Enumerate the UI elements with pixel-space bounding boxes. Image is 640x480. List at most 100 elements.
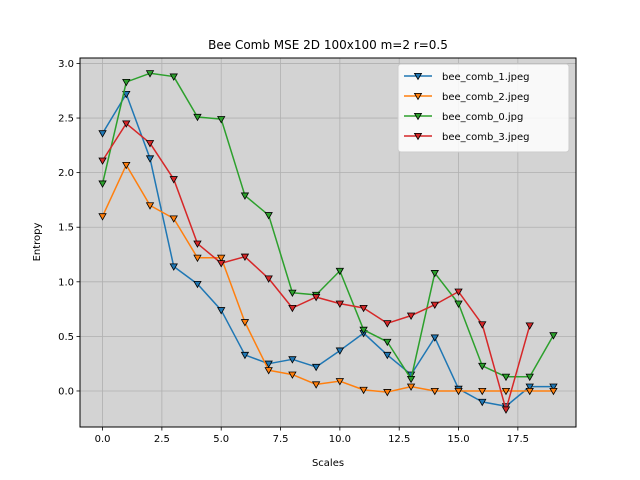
data-point [145,155,155,163]
data-point [549,332,558,340]
data-point [240,253,250,261]
data-point [98,180,107,188]
x-axis-label: Scales [312,458,344,469]
legend-item: bee_comb_2.jpeg [404,92,530,103]
x-tick-label: 10.0 [329,434,351,445]
data-point [98,157,107,165]
data-point [169,73,178,81]
data-point [217,307,226,315]
data-point [169,176,178,184]
y-tick-label: 1.0 [58,277,74,288]
x-tick-label: 0.0 [95,434,111,445]
data-point [193,254,202,263]
legend-marker [413,92,423,101]
x-tick-label: 5.0 [213,434,229,445]
legend-box [397,63,570,153]
data-point [145,202,155,210]
data-point [288,304,297,313]
data-point [383,351,392,360]
data-point [122,91,131,99]
data-point [145,140,155,148]
data-point [406,383,416,391]
data-point [335,378,345,386]
data-point [335,267,345,276]
data-point [454,387,463,396]
series-line [101,164,554,393]
data-point [288,356,297,364]
series-group [98,70,558,414]
data-point [122,120,131,128]
data-point [501,406,511,414]
data-point [145,70,155,78]
data-point [98,213,107,221]
series-line [101,72,555,380]
y-tick-label: 3.0 [58,59,74,70]
legend-item: bee_comb_0.jpg [404,112,523,123]
data-point [264,367,273,375]
data-point [288,371,297,379]
data-point [122,161,131,170]
data-point [193,240,202,248]
x-tick-label: 15.0 [447,434,469,445]
data-point [454,300,463,308]
data-point [501,387,511,396]
data-point [478,387,487,396]
data-point [406,375,416,384]
data-point [335,347,345,355]
series-line [101,93,554,408]
y-tick-label: 2.5 [58,114,74,125]
data-point [359,326,368,335]
data-point [430,334,439,342]
x-axis: 0.0 2.5 5.0 7.5 10.0 12.5 15.0 17.5 [95,427,529,445]
legend-item: bee_comb_1.jpeg [404,72,530,83]
data-point [383,338,392,347]
series-4 [98,120,534,414]
data-point [478,321,487,329]
data-point [383,389,392,397]
data-point [169,215,178,223]
data-point [240,192,250,200]
y-tick-label: 1.5 [58,223,74,234]
data-point [122,78,131,87]
data-point [478,398,487,407]
data-point [430,387,439,396]
data-point [335,300,345,308]
legend-marker [413,72,423,81]
legend-label: bee_comb_3.jpeg [442,132,530,143]
legend-label: bee_comb_2.jpeg [442,92,530,103]
data-point [98,130,107,138]
x-tick-label: 17.5 [507,434,529,445]
data-point [383,320,392,328]
data-point [264,212,273,220]
data-point [525,322,534,330]
data-point [501,373,511,382]
data-point [359,304,368,313]
data-point [525,387,534,396]
data-point [525,373,534,382]
y-tick-label: 0.5 [58,332,74,343]
data-point [240,351,250,360]
x-tick-label: 2.5 [154,434,170,445]
legend-label: bee_comb_0.jpg [442,112,523,123]
data-point [193,280,202,289]
legend-item: bee_comb_3.jpeg [404,132,530,143]
chart-title: Bee Comb MSE 2D 100x100 m=2 r=0.5 [208,38,448,52]
data-point [478,362,487,371]
data-point [264,360,273,368]
data-point [549,387,558,396]
data-point [240,319,250,327]
data-point [430,301,439,310]
legend-marker [413,132,423,141]
y-tick-label: 2.0 [58,168,74,179]
legend-marker [413,112,423,121]
y-axis: 0.0 0.5 1.0 1.5 2.0 2.5 3.0 [58,59,80,397]
x-tick-label: 7.5 [273,434,289,445]
data-point [217,254,226,263]
data-point [193,113,202,122]
y-tick-label: 0.0 [58,386,74,397]
legend: bee_comb_1.jpeg bee_comb_2.jpeg bee_comb_0… [397,63,570,153]
data-point [430,270,439,278]
data-point [359,386,368,395]
data-point [217,116,226,124]
